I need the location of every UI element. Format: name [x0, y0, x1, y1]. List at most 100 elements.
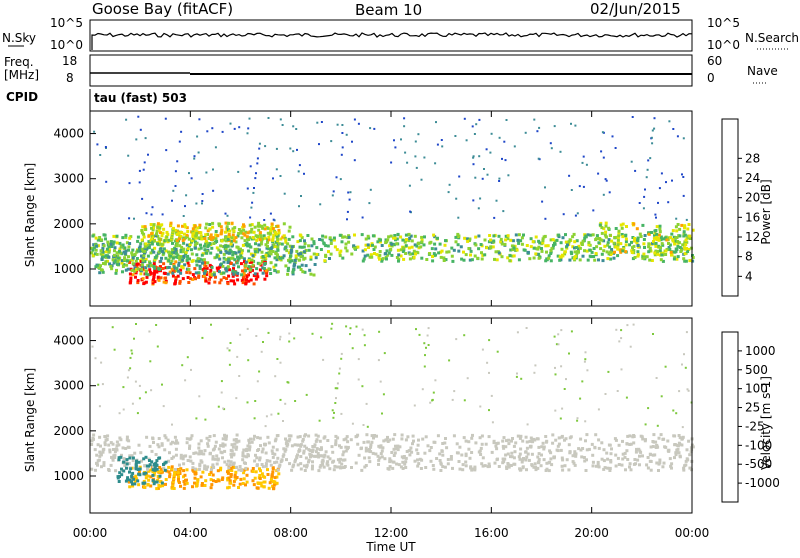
power-cell	[574, 214, 577, 217]
power-cell	[188, 243, 192, 247]
power-cell	[676, 135, 679, 138]
velocity-cell	[545, 467, 549, 471]
velocity-cell	[315, 438, 319, 442]
power-cell	[479, 243, 483, 246]
power-cell	[152, 224, 156, 228]
power-cell	[294, 257, 298, 261]
power-cell	[243, 260, 246, 264]
power-cell	[575, 251, 579, 255]
power-cell	[650, 136, 653, 139]
power-cell	[344, 246, 348, 250]
velocity-cell	[606, 466, 610, 470]
power-colorbar-label: 12	[745, 230, 760, 244]
power-cell	[269, 272, 273, 275]
power-cell	[265, 246, 269, 250]
power-cell	[247, 273, 250, 277]
velocity-cell	[345, 325, 348, 328]
velocity-cell	[393, 433, 397, 437]
velocity-cell	[560, 464, 564, 468]
power-cell	[108, 262, 112, 266]
velocity-cell	[258, 456, 262, 460]
power-cell	[218, 281, 222, 285]
power-cell	[549, 238, 553, 242]
velocity-cell	[119, 455, 123, 459]
power-cell	[237, 170, 240, 173]
power-cell	[299, 255, 303, 259]
velocity-cell	[111, 456, 115, 460]
power-cell	[231, 253, 235, 257]
velocity-cell	[224, 437, 228, 440]
power-cell	[284, 240, 288, 244]
velocity-cell	[415, 448, 419, 452]
velocity-cell	[108, 450, 112, 454]
velocity-cell	[378, 456, 382, 460]
power-cell	[326, 244, 330, 248]
power-cell	[595, 234, 599, 238]
power-cell	[234, 236, 238, 240]
power-cell	[171, 274, 175, 278]
power-cell	[255, 247, 259, 251]
power-colorbar-label: 20	[745, 191, 760, 205]
velocity-cell	[125, 438, 129, 442]
velocity-cell	[674, 453, 678, 457]
velocity-cell	[128, 470, 131, 474]
velocity-cell	[194, 484, 198, 488]
velocity-cell	[276, 468, 280, 472]
power-cell	[237, 231, 241, 235]
power-cell	[147, 153, 149, 156]
velocity-cell	[242, 454, 246, 458]
power-cell	[123, 246, 127, 250]
velocity-cell	[158, 484, 162, 488]
velocity-cell	[470, 436, 474, 440]
power-cell	[131, 248, 135, 252]
velocity-cell	[171, 480, 175, 484]
power-cell	[251, 263, 255, 267]
velocity-cell	[576, 417, 579, 420]
power-cell	[315, 252, 319, 256]
velocity-cell	[115, 444, 119, 448]
power-cell	[660, 242, 664, 246]
power-cell	[648, 258, 652, 262]
velocity-cell	[649, 468, 653, 472]
velocity-cell	[525, 468, 528, 472]
velocity-cell	[197, 446, 201, 450]
power-cell	[678, 227, 682, 231]
velocity-cell	[206, 442, 210, 446]
power-cell	[272, 265, 276, 269]
power-cell	[195, 253, 199, 257]
time-tick-label: 00:00	[73, 526, 108, 540]
velocity-cell	[334, 441, 338, 445]
power-cell	[211, 225, 215, 229]
velocity-cell	[344, 445, 348, 449]
velocity-cell	[212, 466, 216, 469]
velocity-cell	[591, 453, 595, 457]
power-cell	[231, 269, 235, 273]
power-cell	[250, 258, 254, 262]
power-cell	[683, 233, 687, 237]
power-cell	[265, 274, 269, 278]
power-cell	[237, 256, 241, 260]
power-cell	[343, 235, 347, 239]
velocity-cell	[171, 483, 175, 487]
velocity-cell	[656, 424, 659, 427]
velocity-cell	[326, 460, 330, 464]
power-cell	[436, 236, 439, 240]
velocity-cell	[427, 344, 430, 346]
power-cell	[607, 226, 611, 230]
velocity-cell	[343, 458, 347, 462]
velocity-cell	[96, 463, 99, 467]
power-cell	[254, 277, 258, 281]
power-cell	[258, 268, 262, 272]
power-cell	[107, 245, 111, 249]
power-cell	[659, 235, 663, 239]
velocity-cell	[677, 434, 681, 437]
power-cell	[561, 236, 565, 240]
power-cell	[191, 227, 195, 231]
power-cell	[517, 233, 521, 237]
velocity-cell	[145, 435, 149, 439]
power-cell	[682, 176, 685, 178]
power-cell	[538, 241, 542, 245]
power-cell	[171, 250, 175, 254]
time-axis: 00:00 04:00 08:00 12:00 16:00 20:00 00:00	[73, 111, 709, 540]
power-cell	[364, 243, 368, 247]
